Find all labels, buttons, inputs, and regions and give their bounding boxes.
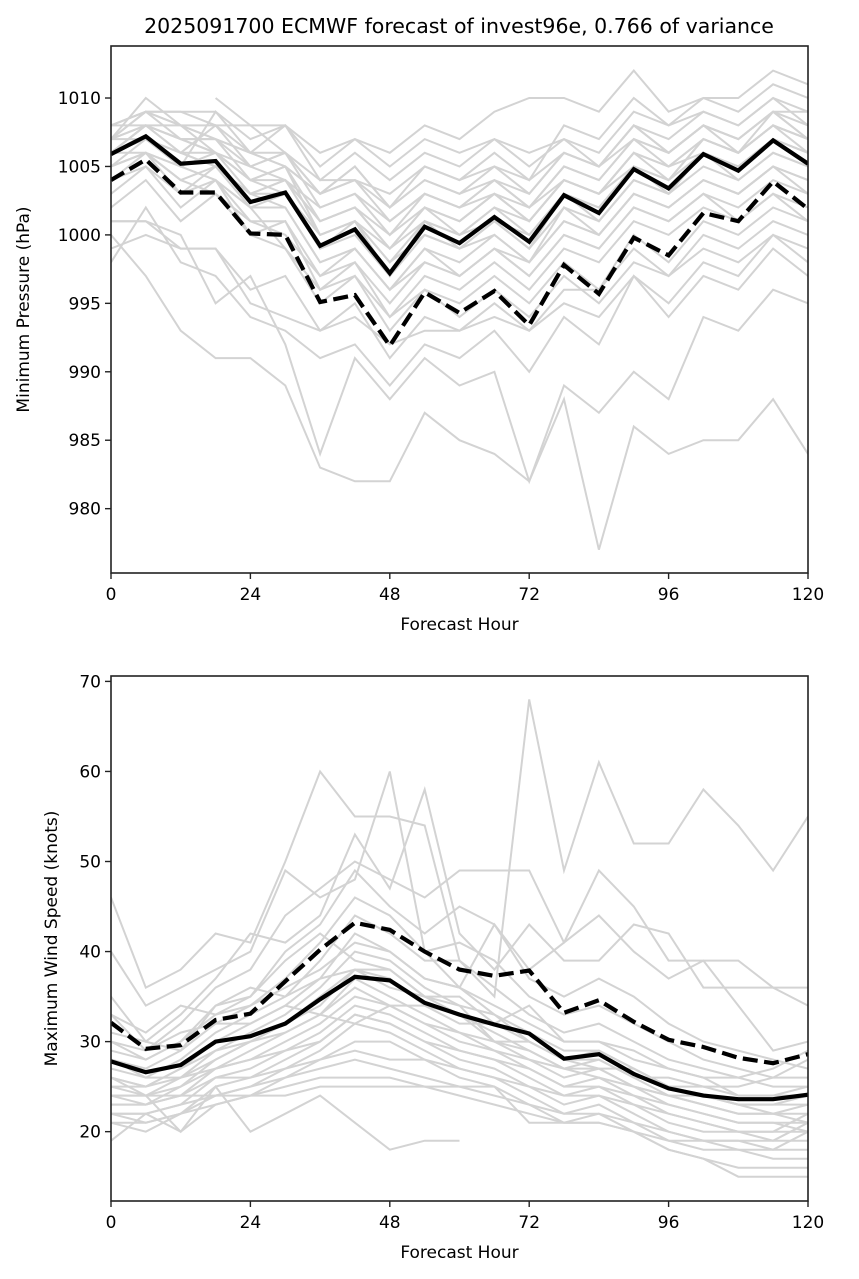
y-tick-label: 1000	[58, 226, 101, 246]
member-line-7	[111, 914, 808, 1088]
member-line-27	[111, 1076, 808, 1151]
y-tick-label: 1010	[58, 89, 101, 109]
x-tick-label: 120	[792, 585, 824, 605]
ensemble-mean-line	[111, 974, 808, 1102]
y-tick-label: 1005	[58, 157, 101, 177]
wind-axes-frame	[110, 675, 809, 1202]
y-tick-label: 990	[69, 363, 101, 383]
x-tick-label: 24	[240, 1213, 262, 1233]
y-tick-label: 50	[79, 853, 101, 873]
y-tick-label: 20	[79, 1123, 101, 1143]
wind-mean-lines	[111, 920, 808, 1102]
pressure-mean-lines	[111, 133, 808, 350]
figure-title: 2025091700 ECMWF forecast of invest96e, …	[144, 14, 774, 38]
member-line-22	[111, 986, 808, 1079]
wind-x-axis-label: Forecast Hour	[400, 1243, 518, 1263]
pressure-panel: 0 24 48 72 96 120 980 985 990 995 1000 1005 1010 Fo…	[14, 45, 824, 635]
member-line-24	[111, 1013, 808, 1133]
y-tick-label: 60	[79, 762, 101, 782]
member-line-26	[111, 1058, 808, 1142]
member-line-17	[111, 1076, 460, 1151]
member-line-5	[111, 96, 808, 168]
member-line-26	[111, 96, 808, 223]
member-line-5	[111, 868, 808, 1070]
wind-x-ticks: 0 24 48 72 96 120	[106, 1201, 824, 1233]
member-line-29	[214, 97, 808, 209]
x-tick-label: 0	[106, 585, 117, 605]
member-line-25	[111, 110, 808, 237]
y-tick-label: 980	[69, 500, 101, 520]
x-tick-label: 24	[240, 585, 262, 605]
member-line-19	[111, 220, 808, 346]
member-line-21	[111, 932, 808, 1088]
pressure-x-axis-label: Forecast Hour	[400, 615, 518, 635]
member-line-30	[111, 69, 808, 154]
y-tick-label: 30	[79, 1033, 101, 1053]
wind-y-ticks: 20 30 40 50 60 70	[79, 672, 111, 1143]
y-tick-label: 985	[69, 431, 101, 451]
x-tick-label: 72	[518, 585, 540, 605]
x-tick-label: 72	[518, 1213, 540, 1233]
member-line-16	[111, 205, 808, 388]
wind-y-axis-label: Maximum Wind Speed (knots)	[42, 811, 62, 1067]
pressure-y-axis-label: Minimum Pressure (hPa)	[14, 206, 34, 412]
x-tick-label: 120	[792, 1213, 824, 1233]
y-tick-label: 995	[69, 294, 101, 314]
member-line-18	[111, 220, 808, 485]
member-line-20	[111, 941, 808, 1097]
weighted-mean-line	[111, 920, 808, 1066]
wind-member-lines	[111, 699, 808, 1178]
pressure-y-ticks: 980 985 990 995 1000 1005 1010	[58, 89, 111, 520]
member-line-28	[111, 1004, 808, 1106]
member-line-20	[111, 151, 808, 319]
x-tick-label: 48	[379, 585, 401, 605]
x-tick-label: 96	[658, 1213, 680, 1233]
x-tick-label: 0	[106, 1213, 117, 1233]
x-tick-label: 48	[379, 1213, 401, 1233]
member-line-4	[111, 860, 808, 1052]
y-tick-label: 70	[79, 672, 101, 692]
member-line-17	[111, 234, 808, 550]
member-line-23	[111, 968, 808, 1115]
pressure-axes-frame	[110, 45, 809, 574]
x-tick-label: 96	[658, 585, 680, 605]
y-tick-label: 40	[79, 943, 101, 963]
member-line-3	[111, 785, 808, 1044]
weighted-mean-line	[111, 156, 808, 350]
ensemble-mean-line	[111, 133, 808, 277]
member-line-28	[111, 151, 808, 292]
pressure-x-ticks: 0 24 48 72 96 120	[106, 573, 824, 605]
member-line-25	[111, 1049, 808, 1133]
